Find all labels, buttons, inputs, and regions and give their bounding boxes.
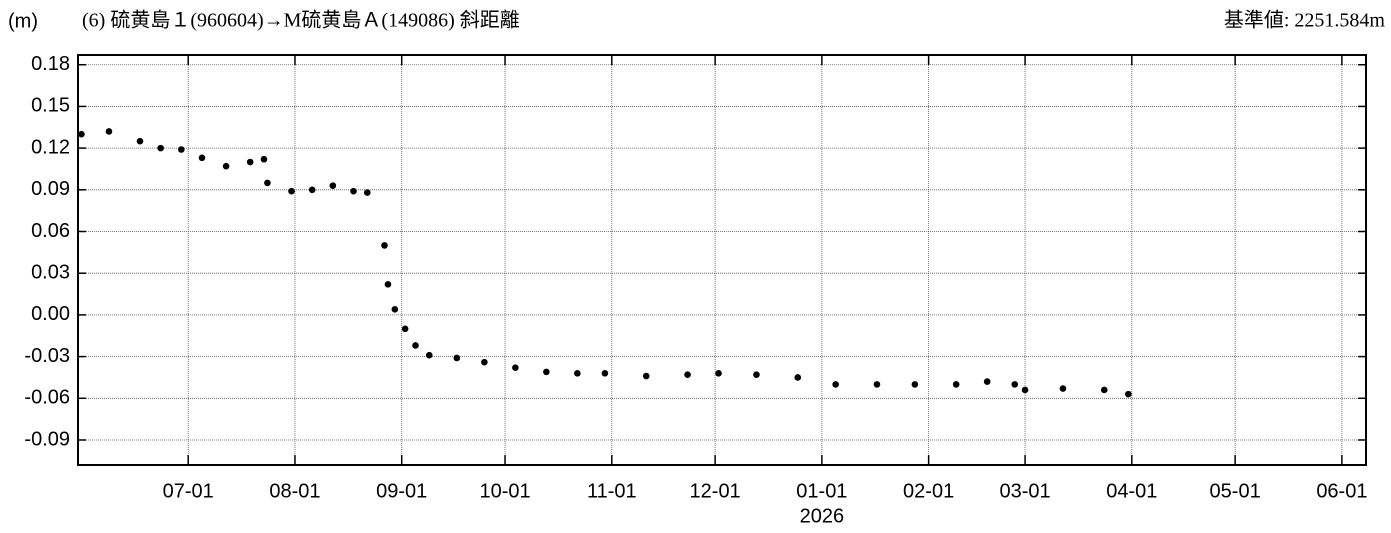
data-point — [574, 369, 581, 377]
x-tick-label: 02-01 — [903, 480, 954, 502]
data-point — [178, 146, 185, 153]
data-point — [412, 342, 419, 349]
data-point — [350, 187, 357, 195]
y-tick-label: 0.12 — [31, 136, 70, 158]
data-point — [601, 369, 609, 377]
reference-value: 基準値: 2251.584m — [1224, 9, 1386, 32]
data-point — [401, 325, 409, 333]
data-point — [684, 371, 691, 378]
y-tick-label: 0.06 — [31, 220, 70, 242]
y-tick-label: 0.00 — [31, 303, 70, 325]
data-point — [260, 155, 268, 163]
x-tick-label: 10-01 — [479, 480, 530, 502]
x-tick-label: 07-01 — [163, 480, 214, 502]
data-point — [288, 187, 295, 195]
data-point — [198, 154, 206, 162]
data-point — [1011, 381, 1019, 388]
data-point — [715, 369, 722, 377]
x-tick-label: 03-01 — [999, 480, 1050, 502]
data-point — [381, 242, 388, 249]
data-point — [78, 130, 85, 138]
y-tick-label: -0.06 — [24, 387, 70, 409]
y-tick-label: 0.15 — [31, 95, 70, 117]
x-tick-label: 08-01 — [269, 480, 320, 502]
data-point — [983, 378, 991, 385]
data-point — [911, 381, 919, 388]
data-point — [453, 354, 461, 362]
x-tick-label: 09-01 — [376, 480, 427, 502]
data-point — [952, 381, 960, 388]
x-tick-label: 05-01 — [1210, 480, 1261, 502]
data-point — [794, 374, 802, 381]
data-point — [308, 186, 316, 194]
data-point — [543, 368, 550, 376]
plot-frame — [77, 54, 1367, 466]
data-point — [329, 182, 337, 189]
data-point — [384, 281, 392, 288]
x-tick-label: 01-01 — [796, 480, 847, 502]
data-point — [1021, 386, 1029, 394]
data-point — [136, 137, 144, 145]
x-year-label: 2026 — [800, 505, 845, 527]
data-point — [363, 189, 371, 196]
y-tick-label: 0.03 — [31, 261, 70, 283]
data-point — [512, 364, 519, 372]
data-point — [1125, 390, 1132, 398]
data-point — [1059, 385, 1067, 392]
x-tick-label: 11-01 — [587, 480, 637, 502]
data-point — [642, 372, 650, 380]
y-unit: (m) — [8, 10, 38, 32]
y-tick-label: -0.09 — [24, 428, 70, 450]
data-point — [157, 144, 164, 152]
data-point — [264, 179, 271, 187]
data-point — [753, 371, 760, 378]
y-tick-label: 0.09 — [31, 178, 70, 200]
data-point — [391, 306, 399, 313]
x-tick-label: 04-01 — [1106, 480, 1157, 502]
y-tick-label: 0.18 — [31, 53, 70, 75]
data-point — [425, 351, 433, 359]
data-point — [246, 158, 254, 166]
data-point — [105, 128, 113, 135]
data-point — [873, 381, 881, 388]
data-point — [481, 358, 488, 366]
data-point — [222, 162, 230, 170]
data-point — [1100, 386, 1108, 394]
y-tick-label: -0.03 — [24, 345, 70, 367]
x-tick-label: 06-01 — [1316, 480, 1367, 502]
data-point — [832, 381, 839, 388]
chart-title: (6) 硫黄島１(960604)→M硫黄島Ａ(149086) 斜距離 — [82, 9, 520, 32]
x-tick-label: 12-01 — [690, 480, 741, 502]
